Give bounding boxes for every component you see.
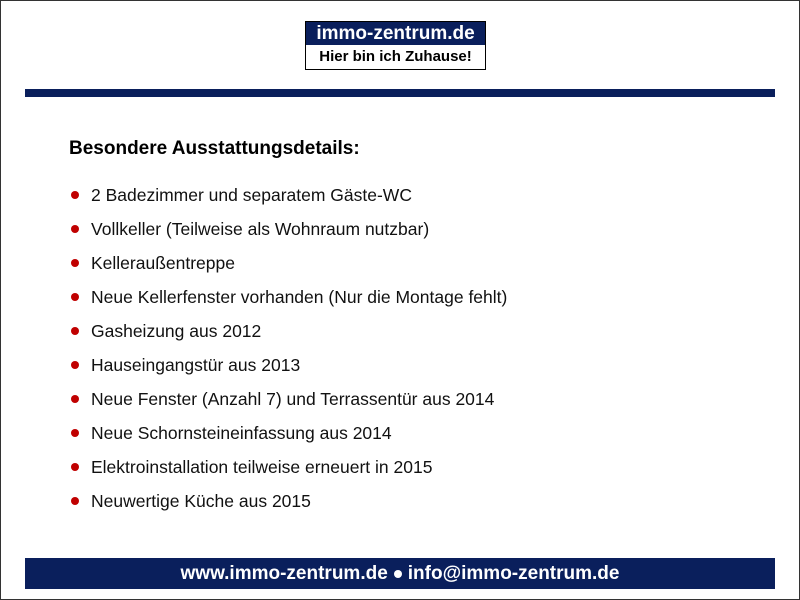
list-item: Neue Kellerfenster vorhanden (Nur die Mo… [69,284,507,318]
list-item: Kelleraußentreppe [69,250,507,284]
list-item-text: Hauseingangstür aus 2013 [91,355,301,375]
list-item: Vollkeller (Teilweise als Wohnraum nutzb… [69,216,507,250]
bullet-separator-icon [393,570,402,578]
footer-email[interactable]: info@immo-zentrum.de [407,563,620,584]
footer-website[interactable]: www.immo-zentrum.de [180,563,388,584]
logo-title: immo-zentrum.de [306,22,485,45]
bullet-icon [71,429,79,437]
feature-list: 2 Badezimmer und separatem Gäste-WC Vollk… [69,182,507,522]
list-item: Elektroinstallation teilweise erneuert i… [69,454,507,488]
bullet-icon [71,497,79,505]
bullet-icon [71,361,79,369]
bullet-icon [71,191,79,199]
logo: immo-zentrum.de Hier bin ich Zuhause! [305,21,486,70]
list-item: Neue Fenster (Anzahl 7) und Terrassentür… [69,386,507,420]
bullet-icon [71,225,79,233]
list-item: Gasheizung aus 2012 [69,318,507,352]
list-item: 2 Badezimmer und separatem Gäste-WC [69,182,507,216]
list-item-text: Gasheizung aus 2012 [91,321,262,341]
list-item-text: 2 Badezimmer und separatem Gäste-WC [91,185,412,205]
list-item: Neue Schornsteineinfassung aus 2014 [69,420,507,454]
list-item-text: Vollkeller (Teilweise als Wohnraum nutzb… [91,219,430,239]
footer-bar: www.immo-zentrum.de info@immo-zentrum.de [25,558,775,589]
list-item-text: Neue Fenster (Anzahl 7) und Terrassentür… [91,389,495,409]
list-item: Hauseingangstür aus 2013 [69,352,507,386]
list-item-text: Neuwertige Küche aus 2015 [91,491,311,511]
bullet-icon [71,395,79,403]
bullet-icon [71,463,79,471]
bullet-icon [71,293,79,301]
header-divider [25,89,775,97]
list-item-text: Neue Schornsteineinfassung aus 2014 [91,423,392,443]
logo-slogan: Hier bin ich Zuhause! [306,45,485,69]
page-title: Besondere Ausstattungsdetails: [69,138,360,159]
list-item-text: Neue Kellerfenster vorhanden (Nur die Mo… [91,287,508,307]
list-item: Neuwertige Küche aus 2015 [69,488,507,522]
list-item-text: Elektroinstallation teilweise erneuert i… [91,457,433,477]
bullet-icon [71,259,79,267]
list-item-text: Kelleraußentreppe [91,253,235,273]
bullet-icon [71,327,79,335]
